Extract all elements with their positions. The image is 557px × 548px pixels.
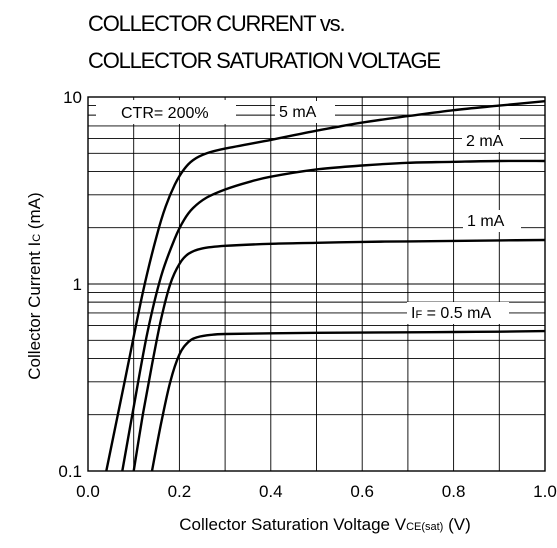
series-label-0-5ma: IF = 0.5 mA bbox=[411, 305, 491, 322]
grid bbox=[88, 97, 545, 471]
series-label-main: I bbox=[411, 305, 415, 322]
x-tick-label: 1.0 bbox=[533, 482, 557, 501]
y-axis-label-unit: (mA) bbox=[25, 192, 44, 234]
series-label-bg-5ma bbox=[275, 101, 335, 123]
curve-if-5ma bbox=[105, 100, 546, 472]
x-tick-label: 0.4 bbox=[259, 482, 283, 501]
curve-if-0-5ma bbox=[150, 329, 546, 472]
tick-labels: 0.0 0.2 0.4 0.6 0.8 1.0 0.1 1 10 bbox=[58, 88, 556, 501]
y-tick-label: 10 bbox=[63, 88, 82, 107]
series-label-value: = 0.5 mA bbox=[422, 305, 491, 322]
series-label-5ma: 5 mA bbox=[279, 104, 317, 121]
plot-frame bbox=[87, 96, 546, 472]
chart-title-line-2: COLLECTOR SATURATION VOLTAGE bbox=[88, 48, 440, 73]
curve-if-2ma bbox=[121, 159, 546, 472]
ctr-annotation-bg bbox=[96, 100, 236, 124]
y-axis-label-main: Collector Current I bbox=[25, 242, 44, 380]
series-label-bg-0-5ma bbox=[407, 302, 509, 324]
x-tick-label: 0.2 bbox=[168, 482, 192, 501]
x-axis-label-sub: CE(sat) bbox=[406, 521, 443, 533]
chart-title-line-1: COLLECTOR CURRENT vs. bbox=[88, 11, 344, 36]
series-label-2ma: 2 mA bbox=[466, 133, 504, 150]
y-axis-label: Collector Current IC (mA) bbox=[25, 192, 44, 379]
series-label-value: 2 mA bbox=[466, 133, 504, 150]
series-label-bg-1ma bbox=[463, 210, 521, 232]
x-tick-label: 0.6 bbox=[350, 482, 374, 501]
y-tick-label: 1 bbox=[73, 275, 82, 294]
series-label-bg-2ma bbox=[462, 130, 520, 152]
x-axis-label: Collector Saturation Voltage VCE(sat) (V… bbox=[179, 515, 470, 534]
ctr-annotation: CTR= 200% bbox=[121, 105, 209, 122]
x-tick-label: 0.0 bbox=[76, 482, 100, 501]
series-label-1ma: 1 mA bbox=[467, 213, 505, 230]
y-axis-label-sub: C bbox=[31, 234, 43, 242]
curves bbox=[105, 100, 546, 472]
series-labels: 5 mA 2 mA 1 mA IF = 0.5 mA bbox=[275, 101, 521, 324]
curve-if-1ma bbox=[132, 238, 546, 472]
series-label-value: 5 mA bbox=[279, 104, 317, 121]
x-tick-label: 0.8 bbox=[442, 482, 466, 501]
y-tick-label: 0.1 bbox=[58, 462, 82, 481]
series-label-sub: F bbox=[415, 309, 422, 321]
x-axis-label-main: Collector Saturation Voltage V bbox=[179, 515, 406, 534]
x-axis-label-unit: (V) bbox=[443, 515, 470, 534]
series-label-value: 1 mA bbox=[467, 213, 505, 230]
